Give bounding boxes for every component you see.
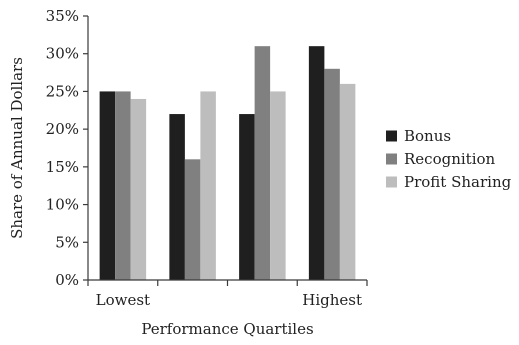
- legend-label: Bonus: [404, 127, 451, 145]
- y-tick-label: 35%: [46, 7, 79, 25]
- bar-profit-sharing: [270, 91, 286, 280]
- y-tick-label: 10%: [46, 196, 79, 214]
- legend-label: Recognition: [404, 150, 496, 168]
- bar-recognition: [184, 159, 201, 280]
- y-tick-label: 15%: [46, 158, 79, 176]
- y-tick-label: 30%: [46, 45, 79, 63]
- bar-bonus: [308, 46, 325, 280]
- bar-recognition: [254, 46, 271, 280]
- y-tick-label: 25%: [46, 82, 79, 100]
- x-axis-ticks: [87, 280, 368, 286]
- bar-profit-sharing: [130, 98, 147, 280]
- bar-recognition: [115, 91, 131, 280]
- legend-label: Profit Sharing: [404, 173, 512, 191]
- y-tick-label: 0%: [55, 271, 79, 289]
- category-label: Lowest: [96, 291, 150, 309]
- category-label: Highest: [302, 291, 362, 309]
- y-axis-label: Share of Annual Dollars: [8, 57, 26, 239]
- bar-bonus: [239, 114, 255, 280]
- legend-swatch: [386, 153, 397, 165]
- y-tick-label: 5%: [55, 233, 79, 251]
- x-axis-label: Performance Quartiles: [141, 320, 313, 338]
- bars: [99, 46, 356, 280]
- y-axis-ticks: 0% 5% 10% 15% 20% 25% 30% 35%: [46, 7, 88, 289]
- bar-profit-sharing: [200, 91, 216, 280]
- bar-recognition: [324, 68, 340, 280]
- bar-bonus: [99, 91, 116, 280]
- category-labels: Lowest Highest: [96, 291, 362, 309]
- legend-swatch: [386, 176, 397, 188]
- bar-profit-sharing: [339, 83, 356, 280]
- legend: Bonus Recognition Profit Sharing: [386, 127, 512, 191]
- y-tick-label: 20%: [46, 120, 79, 138]
- bar-bonus: [169, 114, 185, 280]
- legend-swatch: [386, 130, 397, 142]
